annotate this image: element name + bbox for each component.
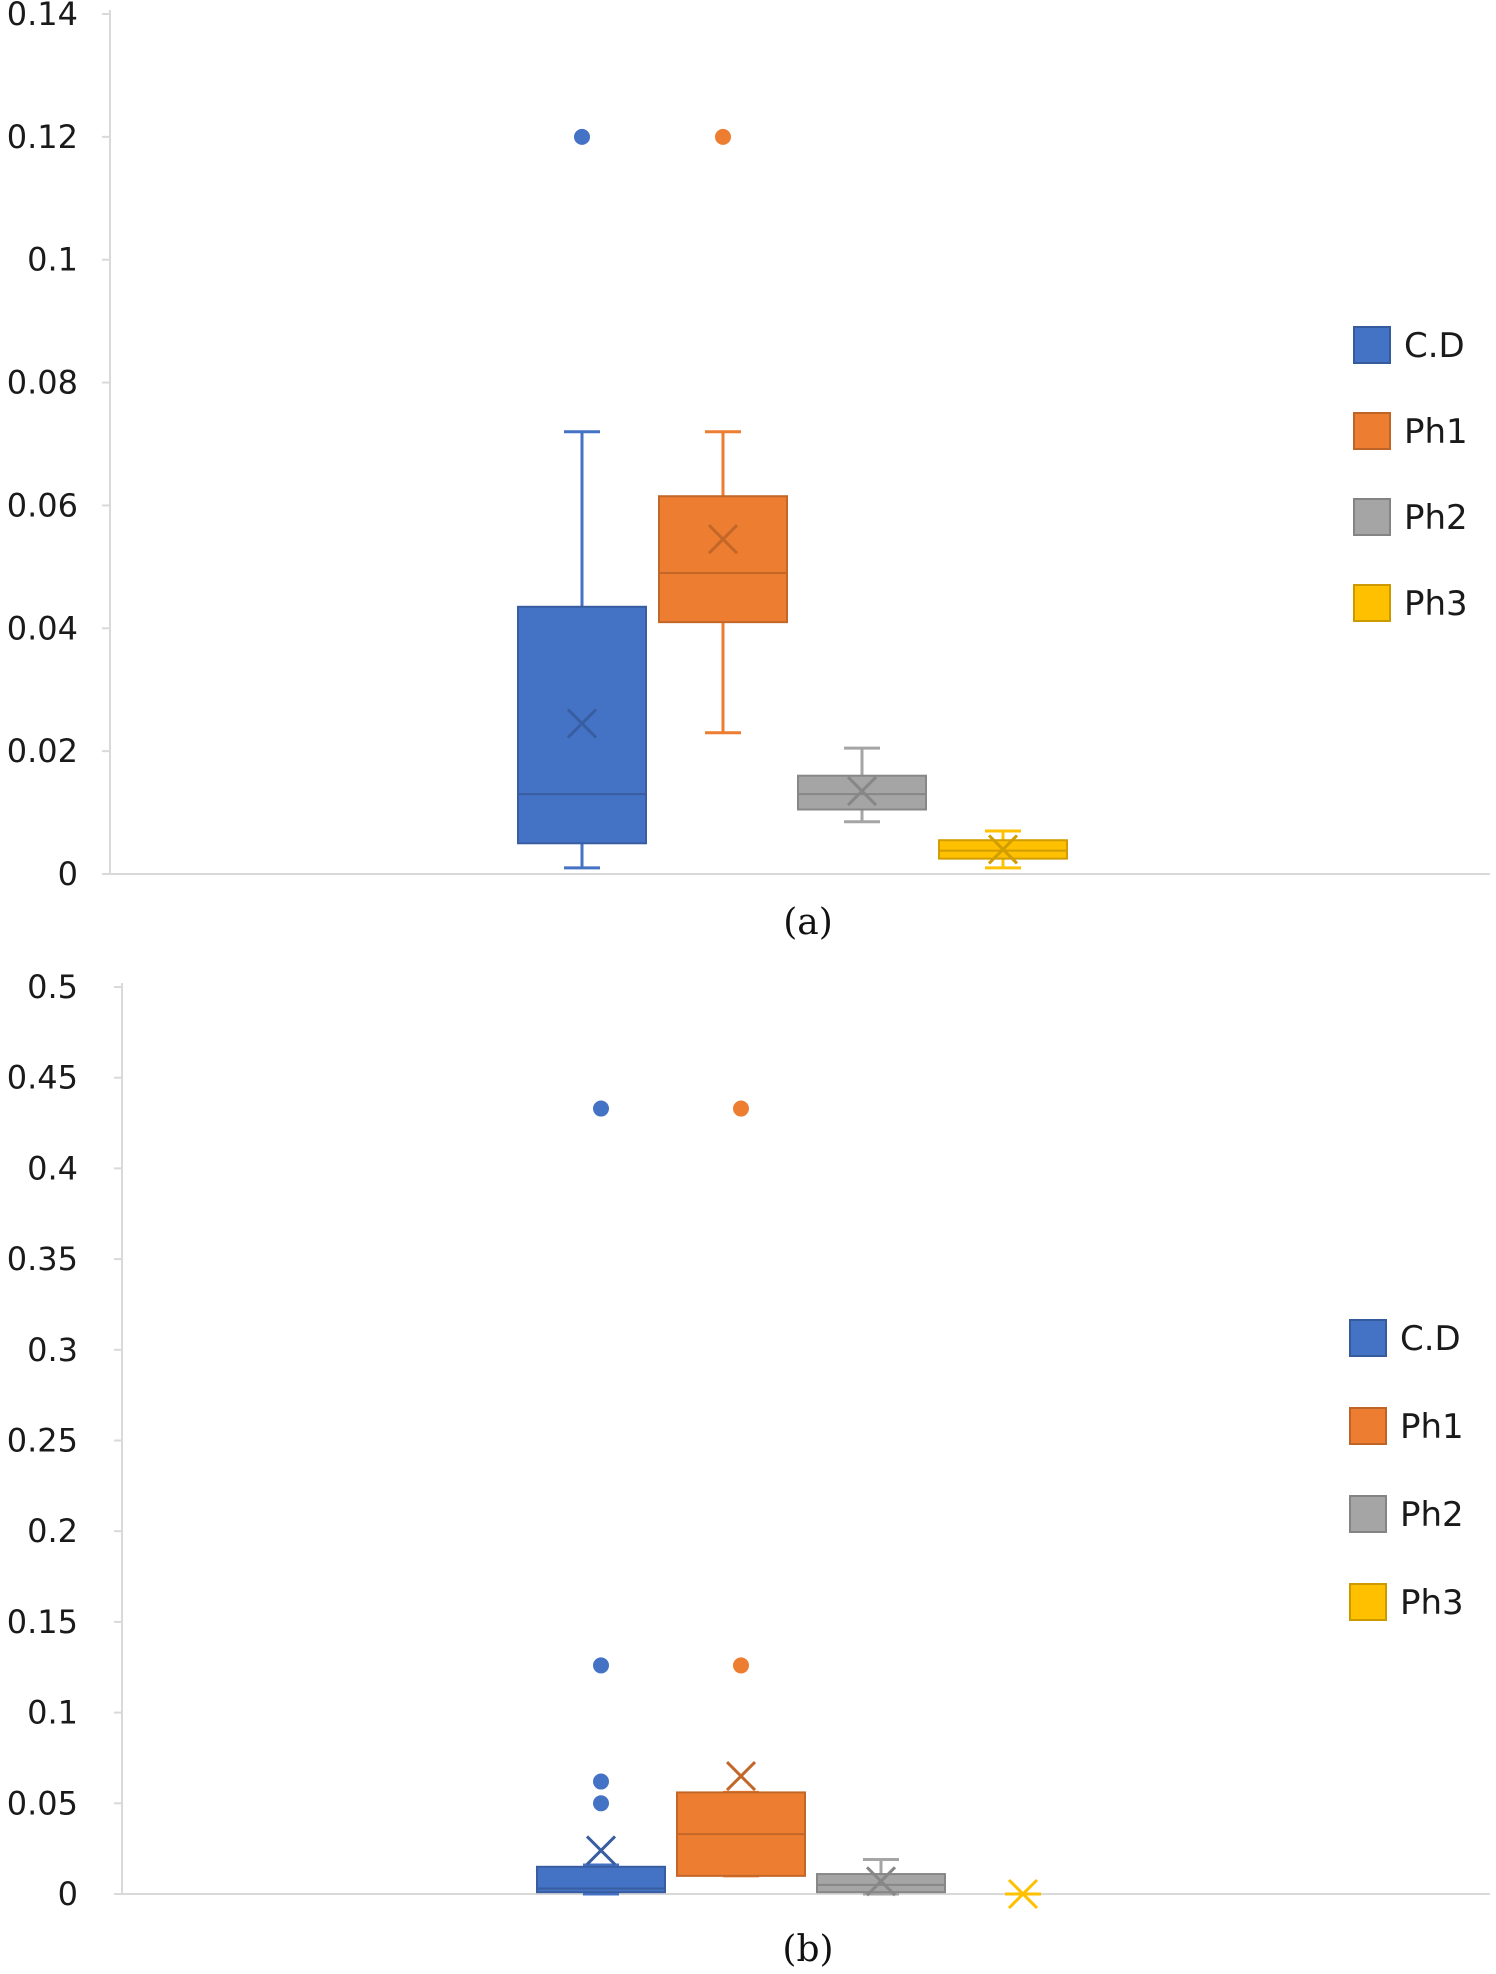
y-tick-label: 0.04 <box>7 609 78 647</box>
outlier-point <box>593 1773 609 1790</box>
legend-swatch <box>1353 498 1391 536</box>
chart-a: 0 0.02 0.04 0.06 0.08 0.1 0.12 0.14 C.D Ph1 Ph2 Ph3 <box>7 0 1490 893</box>
mean-marker-stroke <box>987 834 1019 865</box>
legend: C.D Ph1 Ph2 Ph3 <box>1353 326 1468 624</box>
legend-swatch <box>1353 412 1391 450</box>
mean-marker <box>566 708 598 739</box>
mean-marker <box>987 834 1019 865</box>
y-tick-label: 0.25 <box>7 1422 78 1460</box>
mean-marker-stroke <box>585 1835 617 1866</box>
caption-b: (b) <box>782 1929 833 1970</box>
outlier-point <box>733 1100 749 1117</box>
mean-marker-stroke <box>846 776 878 807</box>
legend-swatch <box>1349 1583 1387 1621</box>
outlier-point <box>733 1657 749 1674</box>
legend-swatch <box>1353 326 1391 364</box>
legend-swatch <box>1349 1319 1387 1357</box>
outlier-point <box>593 1795 609 1812</box>
legend-label: Ph1 <box>1404 412 1468 452</box>
mean-marker <box>865 1866 897 1897</box>
legend-label: Ph1 <box>1400 1407 1464 1447</box>
mean-marker <box>585 1835 617 1866</box>
legend-label: Ph2 <box>1404 498 1468 538</box>
mean-marker-stroke <box>865 1866 897 1897</box>
y-tick-label: 0.5 <box>27 968 78 1006</box>
series-ph2 <box>797 746 927 824</box>
legend-label: Ph3 <box>1404 584 1468 624</box>
series-ph3 <box>938 829 1068 870</box>
series-ph3 <box>1005 1878 1041 1910</box>
outlier-point <box>574 128 590 145</box>
y-tick-label: 0.3 <box>27 1331 78 1369</box>
legend-label: C.D <box>1404 326 1465 366</box>
outlier-point <box>715 128 731 145</box>
mean-marker-stroke <box>707 524 739 555</box>
outlier-point <box>593 1657 609 1674</box>
mean-marker-stroke <box>566 708 598 739</box>
mean-marker <box>846 776 878 807</box>
y-tick-label: 0.12 <box>7 118 78 156</box>
series-c-d <box>517 128 647 870</box>
y-tick-label: 0.08 <box>7 364 78 402</box>
mean-marker <box>707 524 739 555</box>
mean-marker-stroke <box>725 1761 757 1792</box>
legend-label: C.D <box>1400 1319 1461 1359</box>
y-tick-label: 0 <box>58 855 78 893</box>
caption-a: (a) <box>783 902 833 943</box>
y-tick-label: 0.45 <box>7 1059 78 1097</box>
legend-swatch <box>1349 1495 1387 1533</box>
y-tick-label: 0.4 <box>27 1149 78 1187</box>
legend: C.D Ph1 Ph2 Ph3 <box>1349 1319 1464 1623</box>
y-tick-label: 0.15 <box>7 1603 78 1641</box>
outlier-point <box>593 1100 609 1117</box>
y-tick-label: 0.05 <box>7 1784 78 1822</box>
series-ph2 <box>816 1858 946 1897</box>
mean-marker <box>725 1761 757 1792</box>
legend-label: Ph3 <box>1400 1583 1464 1623</box>
y-tick-label: 0.14 <box>7 0 78 33</box>
y-tick-label: 0.1 <box>27 241 78 279</box>
y-tick-label: 0.2 <box>27 1512 78 1550</box>
series-ph1 <box>658 128 788 735</box>
chart-b: 0 0.05 0.1 0.15 0.2 0.25 0.3 0.35 0.4 0.45 0.5 C.D P… <box>7 968 1490 1913</box>
y-tick-label: 0 <box>58 1875 78 1913</box>
legend-swatch <box>1349 1407 1387 1445</box>
mean-marker-stroke <box>1007 1878 1039 1910</box>
mean-marker <box>1007 1878 1039 1910</box>
y-tick-label: 0.1 <box>27 1694 78 1732</box>
legend-swatch <box>1353 584 1391 622</box>
y-tick-label: 0.35 <box>7 1240 78 1278</box>
y-tick-label: 0.06 <box>7 486 78 524</box>
y-tick-label: 0.02 <box>7 732 78 770</box>
series-c-d <box>536 1100 666 1896</box>
series-ph1 <box>676 1100 806 1878</box>
legend-label: Ph2 <box>1400 1495 1464 1535</box>
box-iqr <box>658 495 788 624</box>
